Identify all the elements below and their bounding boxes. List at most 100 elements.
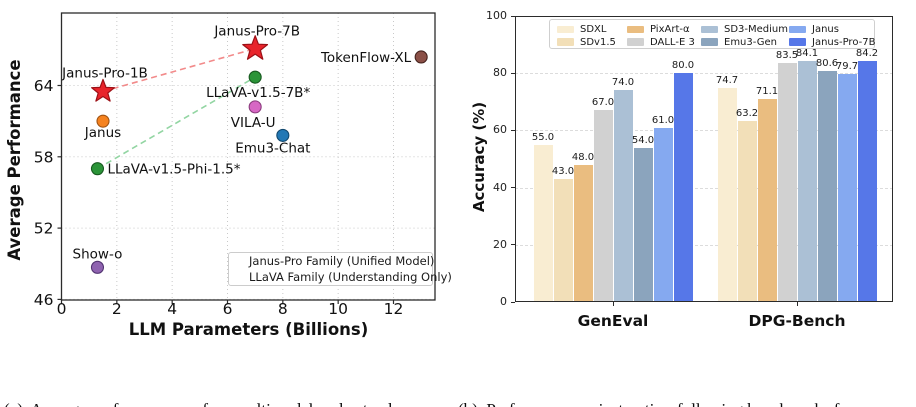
x-tick-label: 6 [223, 300, 233, 318]
grid-line-h [515, 73, 893, 75]
bar-emu3-gen-dpg-bench [817, 71, 837, 302]
caption-b-line1: (b) Performance on instruction-following… [458, 400, 854, 407]
scatter-legend: Janus-Pro Family (Unified Model) LLaVA F… [228, 252, 452, 286]
scatter-svg: 0 2 4 6 8 10 1246525864Janus-Pro-7BJanus-Pro-1… [34, 12, 436, 318]
bar-value-label: 63.2 [735, 108, 759, 120]
legend-item-janus: Janus [789, 24, 839, 35]
legend-item-pixart-α: PixArt-α [627, 24, 690, 35]
legend-label: Janus [812, 24, 839, 35]
bar-pixart-α-geneval [573, 164, 593, 302]
grid-line-h [515, 130, 893, 132]
bar-value-label: 80.6 [815, 58, 839, 70]
bar-value-label: 43.0 [551, 166, 575, 178]
point-label: TokenFlow-XL [320, 50, 412, 66]
y-tick-mark [511, 301, 515, 303]
bar-janus-pro-7b-dpg-bench [857, 61, 877, 302]
data-point-janus [96, 114, 110, 128]
x-tick-mark [613, 302, 615, 306]
legend-label: SDv1.5 [580, 36, 616, 48]
bar-sdv1.5-geneval [553, 179, 573, 302]
legend-item-janus-pro-family: Janus-Pro Family (Unified Model) [238, 254, 435, 269]
y-tick-label: 64 [34, 77, 54, 95]
plot-box-border [60, 12, 436, 301]
bar-sdxl-dpg-bench [717, 88, 737, 302]
bar-sdv1.5-dpg-bench [737, 121, 757, 302]
x-tick-mark [797, 302, 799, 306]
bar-dall-e 3-geneval [593, 110, 613, 302]
panel-generation-bars: 0 20 40 60 80 100 55.0 43.0 48.0 67.0 74.0 54.0 61.0… [458, 0, 916, 350]
grid-line-h [515, 187, 893, 189]
data-point-emu3-chat [276, 128, 290, 142]
legend-item-dall-e 3: DALL-E 3 [627, 36, 695, 48]
panel-understanding-scatter: 0 2 4 6 8 10 12 46 52 58 64 Janus-Pro-7B Janus-Pro-1… [0, 0, 458, 350]
data-point-tokenflow-xl [414, 50, 428, 64]
y-tick-label: 80 [493, 66, 507, 80]
legend-label: SD3-Medium [724, 24, 789, 35]
legend-swatch [701, 25, 718, 34]
bar-value-label: 83.5 [775, 50, 799, 62]
legend-label: Janus-Pro Family (Unified Model) [249, 254, 435, 269]
y-axis-label-bars: Accuracy (%) [470, 101, 488, 213]
legend-item-janus-pro-7b: Janus-Pro-7B [789, 36, 876, 48]
point-label: Janus [84, 125, 121, 141]
y-tick-label: 0 [500, 295, 507, 308]
point-label: LLaVA-v1.5-Phi-1.5* [107, 162, 240, 178]
y-tick-label: 58 [34, 148, 54, 166]
legend-label: Emu3-Gen [724, 36, 777, 48]
y-tick-mark [511, 187, 515, 189]
bar-value-label: 84.1 [795, 48, 819, 60]
legend-swatch [789, 38, 806, 46]
point-label: Janus-Pro-7B [213, 24, 300, 40]
bar-sd3-medium-dpg-bench [797, 61, 817, 302]
bar-value-label: 71.1 [755, 85, 779, 97]
bar-emu3-gen-geneval [633, 147, 653, 302]
legend-item-sd3-medium: SD3-Medium [701, 24, 789, 35]
llava-family-line [97, 76, 256, 170]
y-tick-label: 20 [493, 237, 507, 251]
legend-label: LLaVA Family (Understanding Only) [249, 269, 452, 284]
bar-value-label: 74.0 [611, 77, 635, 89]
data-point-show-o [90, 260, 105, 274]
x-tick-label: 0 [57, 300, 67, 318]
grid-line-h [515, 244, 893, 246]
legend-swatch [557, 25, 574, 34]
y-tick-mark [511, 72, 515, 74]
caption-b: (b) Performance on instruction-following… [458, 359, 854, 407]
legend-label: DALL-E 3 [650, 36, 695, 48]
y-tick-mark [511, 244, 515, 246]
data-point-llava-v1.5-phi-1.5* [90, 162, 105, 176]
y-axis-label-scatter: Average Performance [5, 59, 24, 261]
data-point-star-janus-pro-7b [242, 35, 269, 60]
bar-janus-pro-7b-geneval [673, 73, 693, 302]
bar-chart: 0 20 40 60 80 100 55.0 43.0 48.0 67.0 74.0 54.0 61.0… [458, 0, 916, 350]
bar-value-label: 61.0 [651, 114, 675, 126]
caption-a-line1: (a) Average performance on four multimod… [4, 400, 398, 407]
bar-value-label: 74.7 [715, 75, 739, 87]
y-tick-mark [511, 15, 515, 17]
point-label: VILA-U [231, 115, 276, 131]
x-tick-label: 12 [384, 300, 404, 318]
y-tick-label: 100 [486, 9, 507, 22]
x-tick-label: 10 [328, 300, 348, 318]
bar-janus-geneval [653, 127, 673, 302]
x-tick-label: 8 [278, 300, 288, 318]
bar-value-label: 54.0 [631, 134, 655, 146]
plot-box-border [515, 16, 893, 302]
bar-sdxl-geneval [533, 144, 553, 302]
legend-label: Janus-Pro-7B [812, 36, 876, 48]
y-tick-label: 46 [34, 291, 54, 309]
data-point-vila-u [248, 100, 262, 114]
legend-swatch [789, 25, 806, 34]
y-tick-mark [511, 129, 515, 132]
bar-value-label: 55.0 [531, 131, 555, 143]
bar-legend: SDXL SDv1.5 PixArt-α DALL-E 3 SD3-Medium Emu3… [549, 19, 875, 49]
scatter-plot: 0 2 4 6 8 10 12 46 52 58 64 Janus-Pro-7B Janus-Pro-1… [0, 0, 458, 350]
bar-pixart-α-dpg-bench [757, 98, 777, 302]
point-label: Show-o [73, 246, 123, 262]
legend-item-llava-family: LLaVA Family (Understanding Only) [238, 270, 452, 284]
legend-swatch [627, 38, 644, 46]
bar-dall-e 3-dpg-bench [777, 63, 797, 302]
legend-swatch [701, 38, 718, 46]
x-tick-label: 4 [167, 300, 177, 318]
